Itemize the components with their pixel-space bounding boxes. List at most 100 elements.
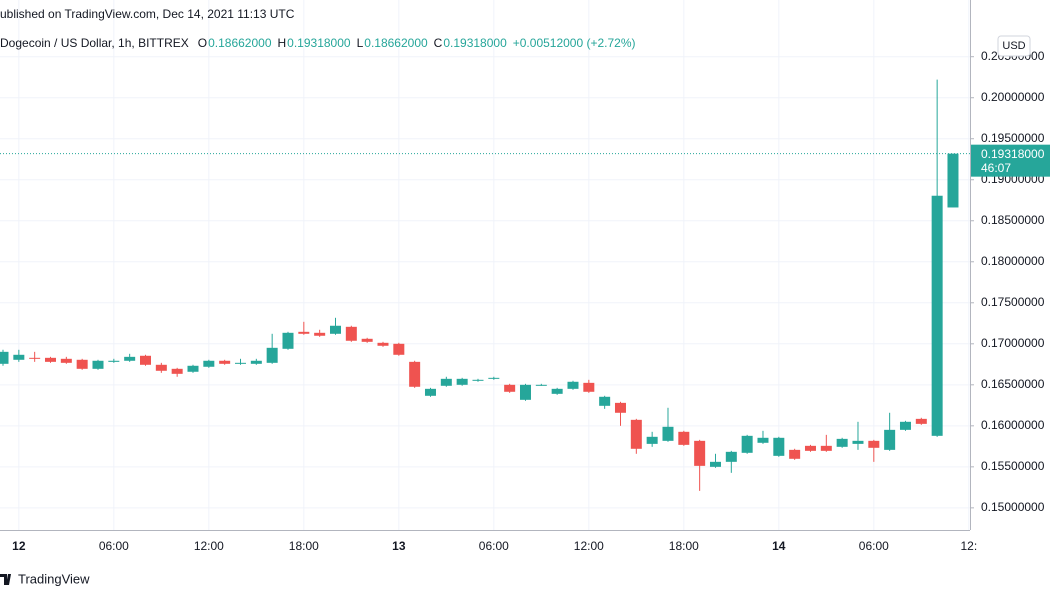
legend-text: L (357, 36, 364, 50)
x-tick-label: 06:00 (99, 539, 129, 553)
candle-body (709, 461, 721, 467)
candle-body (789, 449, 801, 459)
legend-text: C (434, 36, 443, 50)
candle-body (567, 381, 579, 389)
y-tick-label: 0.15000000 (981, 500, 1045, 514)
candle-body (725, 451, 737, 462)
candle-body (852, 440, 864, 444)
candle-body (662, 426, 674, 441)
legend-text: H (278, 36, 287, 50)
legend-text: 0.19318000 (287, 36, 351, 50)
candle-body (884, 429, 896, 450)
legend: Dogecoin / US Dollar, 1h, BITTREX O 0.1866… (0, 36, 636, 50)
y-tick-label: 0.17500000 (981, 295, 1045, 309)
candle-body (345, 326, 357, 341)
candle-body (678, 431, 690, 445)
candle-body (868, 440, 880, 448)
x-tick-label: 06:00 (479, 539, 509, 553)
y-tick-label: 0.20000000 (981, 90, 1045, 104)
candle-body (76, 359, 88, 369)
candle-body (504, 384, 516, 392)
candle-body (329, 325, 341, 334)
legend-text: Dogecoin / US Dollar, 1h, BITTREX (0, 36, 189, 50)
legend-text: 0.18662000 (208, 36, 272, 50)
candles (0, 79, 970, 491)
candle-body (820, 445, 832, 451)
countdown: 46:07 (981, 161, 1011, 175)
candle-body (282, 332, 294, 349)
candle-body (773, 437, 785, 456)
axes: 0.15000000 0.15500000 0.16000000 0.16500000… (12, 35, 1050, 553)
candle-body (535, 384, 547, 386)
candle-body (472, 379, 484, 381)
candle-body (0, 351, 9, 364)
x-tick-label: 12: (960, 539, 977, 553)
candle-body (124, 356, 136, 361)
candle-body (250, 360, 262, 364)
candle-body (757, 437, 769, 443)
candle-body (155, 364, 167, 371)
footer-brand: TradingView (18, 571, 90, 586)
y-tick-label: 0.16500000 (981, 377, 1045, 391)
candle-body (804, 445, 816, 451)
candle-body (219, 360, 231, 364)
candle-body (488, 377, 500, 379)
y-tick-label: 0.16000000 (981, 418, 1045, 432)
x-tick-label: 12:00 (574, 539, 604, 553)
published-note: ublished on TradingView.com, Dec 14, 202… (0, 7, 295, 21)
x-tick-label: 18:00 (289, 539, 319, 553)
candle-body (614, 402, 626, 413)
x-tick-label: 18:00 (669, 539, 699, 553)
candle-body (44, 357, 56, 362)
candle-body (409, 361, 421, 387)
y-tick-label: 0.18500000 (981, 213, 1045, 227)
candle-body (108, 360, 120, 362)
candle-body (694, 440, 706, 466)
candle-body (646, 436, 658, 444)
footer-logo (0, 574, 11, 585)
candle-body (314, 332, 326, 336)
candle-body (915, 418, 927, 424)
candle-body (187, 365, 199, 372)
candle-body (298, 331, 310, 334)
candle-body (139, 355, 151, 365)
y-tick-label: 0.17000000 (981, 336, 1045, 350)
y-tick-label: 0.19500000 (981, 131, 1045, 145)
candle-body (741, 435, 753, 453)
candle-body (60, 358, 72, 363)
x-tick-label: 12 (12, 539, 26, 553)
candle-body (13, 354, 25, 360)
last-price-label: 0.19318000 (981, 147, 1045, 161)
x-tick-label: 12:00 (194, 539, 224, 553)
candle-body (551, 388, 563, 394)
legend-text: 0.19318000 (443, 36, 507, 50)
candle-body (931, 195, 943, 436)
candle-body (899, 421, 911, 430)
candle-body (424, 388, 436, 396)
candle-body (393, 343, 405, 355)
candle-body (630, 419, 642, 449)
candle-body (361, 338, 373, 342)
candle-body (599, 396, 611, 406)
logo-icon (0, 574, 11, 585)
legend-text: 0.18662000 (364, 36, 428, 50)
last-price-box (971, 144, 1050, 177)
candle-body (29, 357, 41, 359)
currency: USD (1002, 40, 1025, 52)
y-tick-label: 0.15500000 (981, 459, 1045, 473)
candle-body (519, 384, 531, 400)
candle-body (440, 378, 452, 386)
x-tick-label: 14 (772, 539, 786, 553)
currency-box (997, 35, 1031, 57)
candle-body (92, 360, 104, 369)
candle-body (234, 362, 246, 364)
candle-body (203, 360, 215, 367)
candle-body (456, 378, 468, 385)
y-tick-label: 0.18000000 (981, 254, 1045, 268)
candle-body (171, 368, 183, 374)
x-tick-label: 06:00 (859, 539, 889, 553)
candle-body (266, 347, 278, 363)
legend-text: +0.00512000 (+2.72%) (513, 36, 636, 50)
x-tick-label: 13 (392, 539, 406, 553)
